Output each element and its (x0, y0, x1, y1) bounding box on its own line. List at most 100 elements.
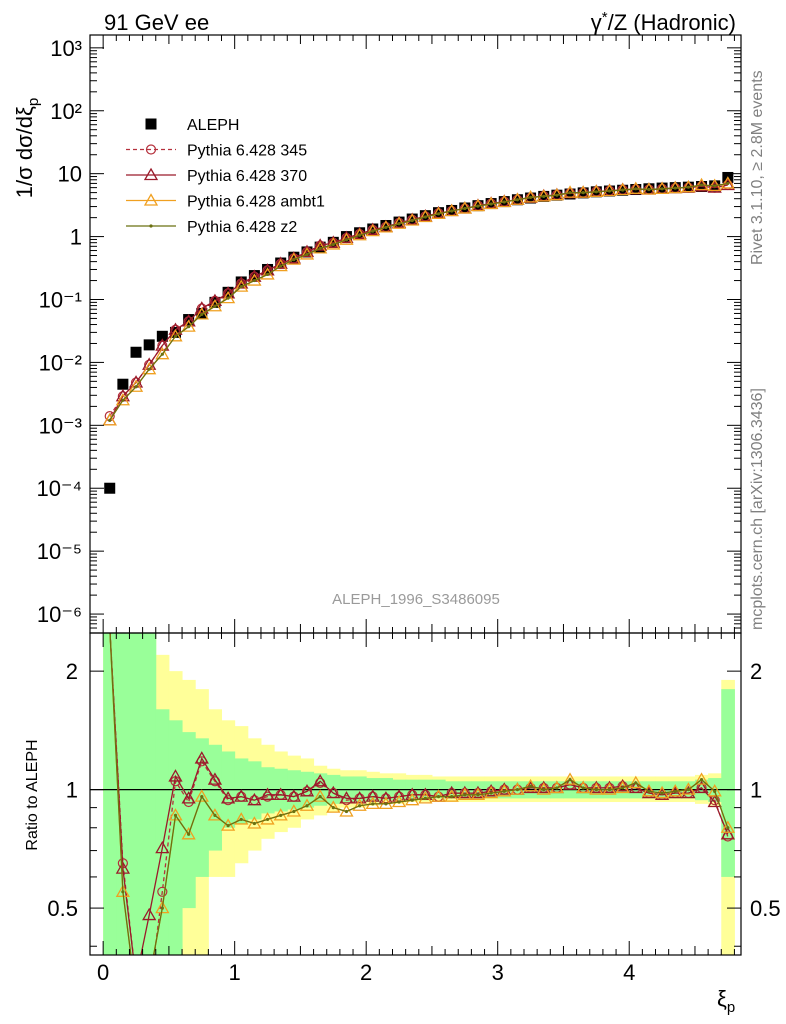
point-pythia-6-428-z2 (502, 789, 506, 793)
point-pythia-6-428-z2 (660, 187, 664, 191)
ratio-plot-frame (89, 632, 742, 956)
point-pythia-6-428-370 (286, 789, 301, 802)
legend-marker (143, 167, 159, 181)
point-pythia-6-428-370 (470, 785, 486, 799)
point-pythia-6-428-z2 (160, 906, 164, 910)
point-pythia-6-428-z2 (134, 385, 138, 389)
point-pythia-6-428-z2 (187, 325, 191, 329)
band-green (168, 720, 183, 955)
point-pythia-6-428-370 (615, 778, 630, 792)
point-pythia-6-428-ambt1 (628, 775, 643, 789)
point-pythia-6-428-370 (326, 785, 341, 799)
point-pythia-6-428-z2 (621, 188, 625, 192)
x-tick-label: 4 (623, 960, 635, 985)
point-aleph (117, 378, 129, 390)
point-pythia-6-428-ambt1 (155, 346, 170, 360)
point-pythia-6-428-ambt1 (155, 900, 170, 914)
legend-marker (145, 144, 157, 155)
point-pythia-6-428-370 (194, 751, 209, 764)
point-pythia-6-428-z2 (371, 229, 375, 233)
point-aleph (156, 330, 168, 342)
point-pythia-6-428-z2 (397, 222, 401, 226)
point-pythia-6-428-z2 (213, 813, 217, 817)
point-pythia-6-428-z2 (318, 794, 322, 799)
series-line-pythia-6-428-z2 (109, 633, 729, 955)
point-pythia-6-428-z2 (515, 198, 520, 202)
point-pythia-6-428-z2 (581, 191, 585, 195)
x-tick-label: 1 (229, 960, 241, 985)
point-pythia-6-428-370 (273, 256, 288, 269)
legend-item-aleph: ALEPH (145, 117, 239, 134)
legend-label: Pythia 6.428 370 (187, 168, 307, 185)
point-pythia-6-428-z2 (713, 789, 717, 793)
point-pythia-6-428-370 (352, 791, 367, 804)
point-aleph (367, 223, 379, 235)
point-pythia-6-428-z2 (252, 821, 256, 826)
point-pythia-6-428-z2 (239, 817, 243, 822)
point-pythia-6-428-z2 (371, 802, 375, 806)
point-pythia-6-428-ambt1 (102, 413, 117, 426)
point-pythia-6-428-ambt1 (207, 808, 223, 821)
point-pythia-6-428-370 (339, 791, 354, 804)
y-axis-label-ratio: Ratio to ALEPH (24, 739, 41, 850)
point-pythia-6-428-z2 (318, 246, 322, 250)
y-tick-label: 10⁻⁶ (37, 602, 82, 627)
point-aleph (143, 339, 155, 351)
band-green (182, 732, 196, 909)
point-pythia-6-428-z2 (331, 242, 335, 247)
point-pythia-6-428-z2 (686, 185, 690, 189)
point-pythia-6-428-z2 (213, 304, 217, 308)
point-pythia-6-428-z2 (699, 183, 704, 187)
x-axis-label: ξp (717, 986, 735, 1016)
point-pythia-6-428-z2 (673, 789, 677, 793)
legend-item-pythia-6-428-z2: Pythia 6.428 z2 (126, 219, 297, 236)
ratio-y-tick-label: 1 (66, 778, 78, 803)
point-pythia-6-428-ambt1 (641, 784, 657, 797)
legend-label: Pythia 6.428 345 (187, 143, 307, 160)
point-pythia-6-428-z2 (647, 187, 651, 192)
point-pythia-6-428-ambt1 (142, 361, 157, 375)
legend-marker (143, 193, 159, 206)
point-pythia-6-428-370 (168, 769, 183, 782)
point-pythia-6-428-370 (694, 780, 709, 794)
y-tick-label: 1 (70, 225, 82, 250)
legend-item-pythia-6-428-ambt1: Pythia 6.428 ambt1 (126, 193, 325, 211)
point-pythia-6-428-ambt1 (681, 782, 696, 795)
point-pythia-6-428-370 (130, 973, 142, 984)
band-green (103, 633, 117, 955)
point-pythia-6-428-z2 (121, 890, 125, 894)
point-pythia-6-428-z2 (265, 272, 270, 277)
y-tick-label: 10⁻⁴ (36, 476, 82, 501)
point-pythia-6-428-z2 (515, 788, 520, 792)
band-green (155, 709, 170, 955)
point-pythia-6-428-ambt1 (115, 392, 130, 406)
point-pythia-6-428-ambt1 (220, 290, 236, 304)
point-pythia-6-428-z2 (423, 796, 427, 800)
point-pythia-6-428-ambt1 (628, 181, 643, 194)
point-pythia-6-428-370 (247, 792, 262, 806)
point-pythia-6-428-ambt1 (181, 826, 196, 840)
point-pythia-6-428-ambt1 (234, 812, 249, 825)
mcplots-watermark: mcplots.cern.ch [arXiv:1306.3436] (749, 388, 766, 630)
point-aleph (130, 346, 142, 358)
point-pythia-6-428-ambt1 (299, 798, 315, 811)
y-tick-label: 10⁻² (39, 350, 82, 375)
point-pythia-6-428-370 (273, 787, 288, 800)
point-pythia-6-428-z2 (686, 788, 690, 792)
band-green (129, 633, 144, 955)
legend-label: Pythia 6.428 z2 (187, 219, 297, 236)
point-pythia-6-428-z2 (200, 312, 204, 316)
point-pythia-6-428-z2 (279, 813, 283, 817)
point-pythia-6-428-ambt1 (207, 298, 223, 312)
point-pythia-6-428-z2 (397, 800, 401, 804)
point-pythia-6-428-ambt1 (365, 796, 380, 810)
point-pythia-6-428-370 (484, 784, 499, 797)
y-tick-label: 10² (50, 99, 82, 124)
point-pythia-6-428-z2 (647, 789, 651, 793)
point-pythia-6-428-z2 (581, 786, 585, 790)
point-pythia-6-428-370 (142, 907, 157, 921)
point-pythia-6-428-z2 (305, 252, 309, 257)
ratio-uncertainty-bands (103, 633, 735, 955)
point-pythia-6-428-370 (589, 780, 604, 794)
